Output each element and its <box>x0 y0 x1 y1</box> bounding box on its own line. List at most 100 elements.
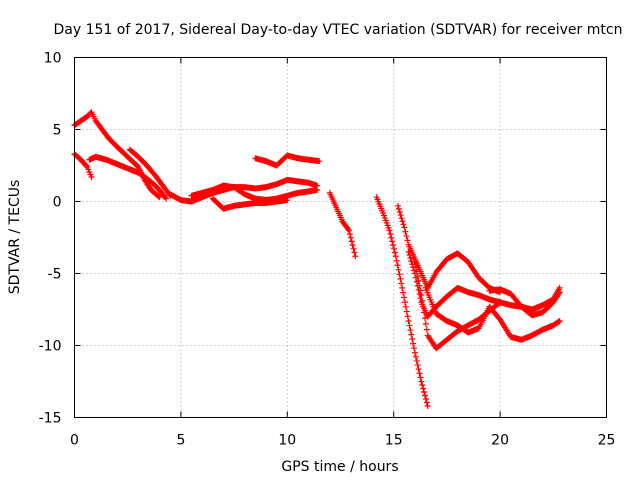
data-points <box>71 109 563 409</box>
data-point <box>412 263 419 270</box>
data-point <box>394 262 401 269</box>
data-point <box>420 303 427 310</box>
data-point <box>419 297 426 304</box>
data-point <box>413 357 420 364</box>
x-tick-labels: 0 5 10 15 20 25 <box>70 433 615 449</box>
y-tick-label: 10 <box>44 51 62 67</box>
x-tick-label: 15 <box>385 433 403 449</box>
data-point <box>347 234 354 241</box>
data-point <box>415 366 422 373</box>
data-point <box>396 271 403 278</box>
y-tick-label: 0 <box>53 195 62 211</box>
data-point <box>390 242 397 249</box>
data-point <box>407 327 414 334</box>
data-point <box>400 221 407 228</box>
series-trace-b <box>71 150 95 181</box>
data-point <box>346 231 353 238</box>
data-point <box>163 195 170 202</box>
data-point <box>404 237 411 244</box>
chart-title: Day 151 of 2017, Sidereal Day-to-day VTE… <box>54 22 623 38</box>
data-point <box>406 251 413 258</box>
x-tick-label: 0 <box>70 433 79 449</box>
data-point <box>556 318 563 325</box>
data-point <box>395 205 402 212</box>
data-point <box>410 264 417 271</box>
data-point <box>399 284 406 291</box>
series-trace-e <box>167 176 321 205</box>
series-trace-i <box>326 189 359 260</box>
data-point <box>401 294 408 301</box>
data-point <box>284 197 291 204</box>
data-point <box>412 353 419 360</box>
data-point <box>413 268 420 275</box>
plot-border <box>74 57 607 418</box>
data-point <box>421 309 428 316</box>
data-point <box>408 258 415 265</box>
data-point <box>397 212 404 219</box>
data-point <box>387 231 394 238</box>
data-point <box>386 227 393 234</box>
data-point <box>349 242 356 249</box>
data-point <box>414 362 421 369</box>
y-tick-label: -15 <box>39 411 62 427</box>
data-point <box>416 282 423 289</box>
data-point <box>351 249 358 256</box>
data-point <box>409 336 416 343</box>
x-tick-label: 25 <box>598 433 616 449</box>
data-point <box>423 326 430 333</box>
series-trace-a <box>71 109 163 201</box>
data-point <box>396 208 403 215</box>
data-point <box>496 300 503 307</box>
x-axis-label: GPS time / hours <box>281 459 398 475</box>
data-point <box>421 388 428 395</box>
data-point <box>408 331 415 338</box>
data-point <box>392 253 399 260</box>
data-point <box>411 349 418 356</box>
data-point <box>394 202 401 209</box>
series-trace-c <box>86 153 170 202</box>
data-point <box>316 158 323 165</box>
series-trace-k <box>394 202 504 296</box>
data-point <box>352 253 359 260</box>
series-trace-n <box>422 284 563 343</box>
data-point <box>400 289 407 296</box>
x-tick-label: 10 <box>278 433 296 449</box>
data-point <box>404 313 411 320</box>
data-point <box>391 245 398 252</box>
y-tick-label: -10 <box>39 339 62 355</box>
data-point <box>345 226 352 233</box>
data-point <box>410 340 417 347</box>
data-point <box>422 315 429 322</box>
data-point <box>398 280 405 287</box>
data-point <box>88 174 95 181</box>
data-point <box>411 267 418 274</box>
data-point <box>411 345 418 352</box>
data-point <box>348 238 355 245</box>
y-tick-label: -5 <box>48 267 62 283</box>
data-point <box>402 303 409 310</box>
data-point <box>156 194 163 201</box>
data-point <box>416 370 423 377</box>
data-point <box>414 273 421 280</box>
data-point <box>407 255 414 262</box>
series-trace-g <box>209 195 291 212</box>
data-point <box>417 287 424 294</box>
series-trace-d <box>126 146 174 199</box>
data-point <box>397 275 404 282</box>
axis-ticks <box>74 57 607 418</box>
data-point <box>423 399 430 406</box>
data-point <box>419 381 426 388</box>
data-point <box>417 374 424 381</box>
data-point <box>415 277 422 284</box>
data-point <box>411 258 418 265</box>
data-point <box>388 234 395 241</box>
data-point <box>420 385 427 392</box>
data-point <box>402 228 409 235</box>
series-trace-o <box>486 286 563 319</box>
data-point <box>422 392 429 399</box>
x-tick-label: 20 <box>491 433 509 449</box>
data-point <box>395 266 402 273</box>
data-point <box>155 193 162 200</box>
data-point <box>399 218 406 225</box>
